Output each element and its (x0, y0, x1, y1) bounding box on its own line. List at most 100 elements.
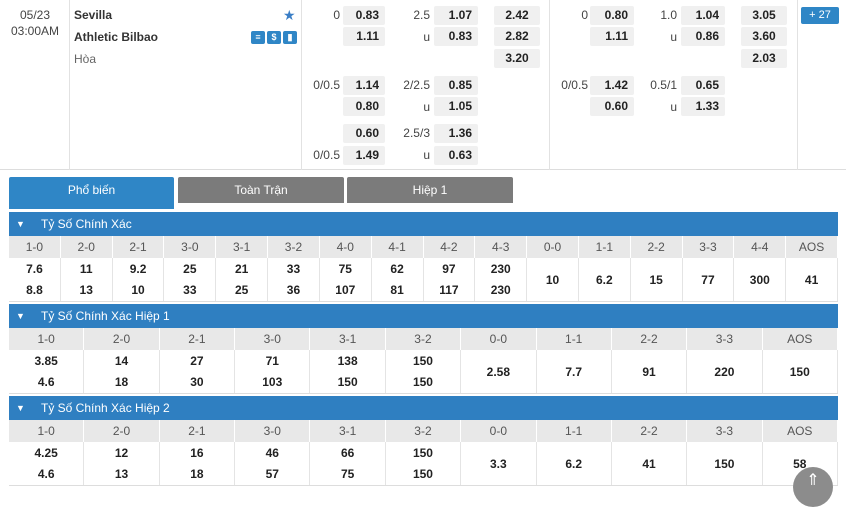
draw-odds-cell[interactable]: 10 (527, 258, 579, 301)
draw-odds[interactable]: 41 (804, 272, 819, 287)
away-win-odds[interactable]: 107 (335, 283, 356, 298)
tab-first-half[interactable]: Hiệp 1 (347, 177, 513, 203)
draw-odds-cell[interactable]: 7.7 (537, 350, 612, 393)
odds-cell[interactable]: 0.63 (434, 146, 478, 165)
home-win-odds[interactable]: 75 (338, 261, 352, 276)
home-win-odds[interactable]: 11 (79, 261, 93, 276)
away-win-odds[interactable]: 150 (412, 375, 433, 390)
draw-odds-cell[interactable]: 77 (683, 258, 735, 301)
home-win-odds[interactable]: 138 (337, 353, 358, 368)
draw-odds-cell[interactable]: 15 (631, 258, 683, 301)
section-header[interactable]: ▼ Tỷ Số Chính Xác (9, 212, 838, 236)
odds-cell[interactable]: 0.60 (590, 97, 634, 116)
home-win-odds[interactable]: 4.25 (34, 445, 58, 460)
draw-odds-cell[interactable]: 91 (612, 350, 688, 393)
score-odds-cell[interactable]: 75 107 (320, 258, 372, 301)
draw-odds[interactable]: 91 (642, 364, 656, 379)
odds-cell[interactable]: 0.65 (681, 76, 725, 95)
away-win-odds[interactable]: 75 (340, 467, 355, 482)
score-odds-cell[interactable]: 16 18 (160, 442, 236, 485)
home-win-odds[interactable]: 33 (286, 261, 301, 276)
odds-cell[interactable]: 1.36 (434, 124, 478, 143)
tab-popular[interactable]: Phổ biến (9, 177, 174, 209)
draw-odds-cell[interactable]: 58 (763, 442, 838, 485)
home-win-odds[interactable]: 71 (265, 353, 279, 368)
odds-cell[interactable]: 0.83 (343, 6, 385, 25)
draw-odds[interactable]: 220 (714, 364, 735, 379)
score-odds-cell[interactable]: 4.25 4.6 (9, 442, 85, 485)
odds-cell[interactable]: 1.05 (434, 97, 478, 116)
odds-cell[interactable]: 1.11 (343, 27, 385, 46)
score-odds-cell[interactable]: 66 75 (310, 442, 386, 485)
draw-odds-cell[interactable]: 150 (687, 442, 763, 485)
draw-odds[interactable]: 2.58 (486, 364, 511, 379)
score-odds-cell[interactable]: 150 150 (386, 350, 462, 393)
home-win-odds[interactable]: 97 (442, 261, 456, 276)
draw-odds[interactable]: 150 (714, 456, 735, 471)
odds-cell[interactable]: 1.07 (434, 6, 478, 25)
stats-icon[interactable]: ≡ (251, 31, 265, 44)
away-win-odds[interactable]: 25 (234, 283, 249, 298)
score-odds-cell[interactable]: 25 33 (164, 258, 217, 301)
home-team[interactable]: Sevilla (74, 8, 113, 22)
home-win-odds[interactable]: 150 (412, 445, 433, 460)
home-win-odds[interactable]: 7.6 (26, 261, 43, 276)
away-win-odds[interactable]: 230 (490, 283, 511, 298)
odds-cell[interactable]: 1.04 (681, 6, 725, 25)
draw-odds[interactable]: 10 (545, 272, 560, 287)
draw-odds-cell[interactable]: 300 (734, 258, 787, 301)
draw-odds-cell[interactable]: 150 (763, 350, 838, 393)
away-team[interactable]: Athletic Bilbao (74, 30, 159, 44)
score-odds-cell[interactable]: 62 81 (372, 258, 424, 301)
score-odds-cell[interactable]: 9.2 10 (113, 258, 165, 301)
score-odds-cell[interactable]: 11 13 (61, 258, 113, 301)
draw-odds[interactable]: 15 (649, 272, 663, 287)
away-win-odds[interactable]: 57 (265, 467, 279, 482)
away-win-odds[interactable]: 81 (390, 283, 404, 298)
odds-cell[interactable]: 2.03 (741, 49, 787, 68)
score-odds-cell[interactable]: 3.85 4.6 (9, 350, 85, 393)
away-win-odds[interactable]: 8.8 (26, 283, 43, 298)
odds-cell[interactable]: 3.05 (741, 6, 787, 25)
odds-cell[interactable]: 2.42 (494, 6, 540, 25)
draw-odds-cell[interactable]: 41 (612, 442, 688, 485)
odds-cell[interactable]: 0.80 (590, 6, 634, 25)
dollar-icon[interactable]: $ (267, 31, 281, 44)
home-win-odds[interactable]: 230 (490, 261, 511, 276)
odds-cell[interactable]: 1.33 (681, 97, 725, 116)
away-win-odds[interactable]: 103 (262, 375, 283, 390)
home-win-odds[interactable]: 9.2 (129, 261, 147, 276)
draw-odds-cell[interactable]: 3.3 (461, 442, 537, 485)
score-odds-cell[interactable]: 14 18 (84, 350, 160, 393)
odds-cell[interactable]: 1.11 (590, 27, 634, 46)
home-win-odds[interactable]: 27 (190, 353, 204, 368)
draw-odds-cell[interactable]: 6.2 (579, 258, 631, 301)
tab-full-time[interactable]: Toàn Trận (178, 177, 344, 203)
more-markets-button[interactable]: + 27 (801, 7, 839, 24)
away-win-odds[interactable]: 18 (190, 467, 204, 482)
scroll-to-top-button[interactable]: ⇑ (793, 467, 833, 507)
draw-odds[interactable]: 6.2 (596, 272, 613, 287)
odds-cell[interactable]: 0.86 (681, 27, 725, 46)
away-win-odds[interactable]: 30 (190, 375, 204, 390)
odds-cell[interactable]: 0.80 (343, 97, 385, 116)
score-odds-cell[interactable]: 33 36 (268, 258, 320, 301)
draw-odds[interactable]: 150 (789, 364, 810, 379)
score-odds-cell[interactable]: 7.6 8.8 (9, 258, 61, 301)
away-win-odds[interactable]: 36 (286, 283, 301, 298)
odds-cell[interactable]: 3.20 (494, 49, 540, 68)
odds-cell[interactable]: 0.60 (343, 124, 385, 143)
draw-odds-cell[interactable]: 220 (687, 350, 763, 393)
draw-odds-cell[interactable]: 2.58 (461, 350, 537, 393)
score-odds-cell[interactable]: 138 150 (310, 350, 386, 393)
score-odds-cell[interactable]: 46 57 (235, 442, 311, 485)
odds-cell[interactable]: 1.49 (343, 146, 385, 165)
away-win-odds[interactable]: 33 (183, 283, 197, 298)
home-win-odds[interactable]: 25 (183, 261, 197, 276)
odds-cell[interactable]: 0.83 (434, 27, 478, 46)
away-win-odds[interactable]: 4.6 (37, 467, 55, 482)
score-odds-cell[interactable]: 27 30 (160, 350, 236, 393)
home-win-odds[interactable]: 21 (234, 261, 249, 276)
draw-odds[interactable]: 58 (793, 456, 807, 471)
odds-cell[interactable]: 1.42 (590, 76, 634, 95)
